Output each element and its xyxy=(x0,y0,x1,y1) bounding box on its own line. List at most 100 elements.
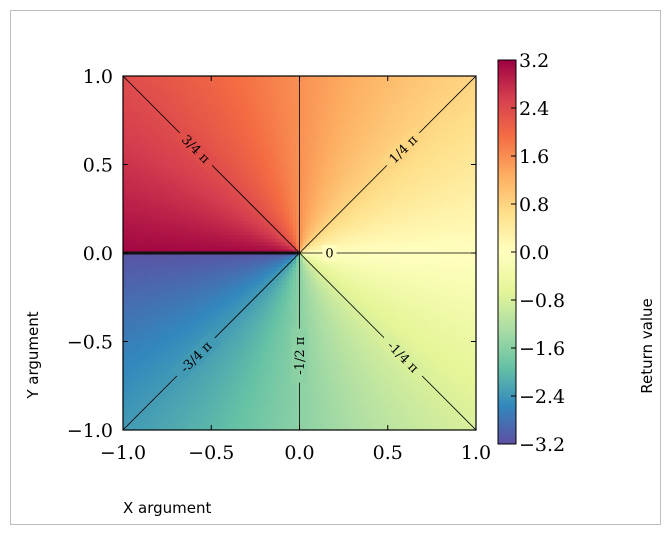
heatmap-cell xyxy=(359,122,364,127)
heatmap-cell xyxy=(274,160,279,166)
heatmap-cell xyxy=(225,185,230,190)
heatmap-cell xyxy=(341,83,346,88)
heatmap-cell xyxy=(391,76,396,81)
heatmap-cell xyxy=(253,231,258,236)
heatmap-cell xyxy=(274,90,279,95)
heatmap-cell xyxy=(172,114,177,120)
heatmap-cell xyxy=(306,157,311,162)
heatmap-cell xyxy=(271,93,276,98)
heatmap-cell xyxy=(306,221,311,226)
heatmap-cell xyxy=(267,146,272,151)
heatmap-cell xyxy=(292,221,297,226)
heatmap-cell xyxy=(239,107,244,112)
heatmap-cell xyxy=(211,178,216,183)
heatmap-cell xyxy=(295,76,301,81)
heatmap-cell xyxy=(355,132,361,137)
heatmap-cell xyxy=(306,164,311,169)
heatmap-cell xyxy=(461,93,467,98)
heatmap-cell xyxy=(359,189,364,194)
heatmap-cell xyxy=(391,122,396,127)
heatmap-cell xyxy=(465,132,470,137)
heatmap-cell xyxy=(341,97,346,102)
heatmap-cell xyxy=(324,153,329,159)
heatmap-cell xyxy=(126,192,131,197)
heatmap-cell xyxy=(370,210,375,215)
heatmap-cell xyxy=(292,111,297,116)
heatmap-cell xyxy=(331,136,336,141)
heatmap-cell xyxy=(444,175,449,180)
heatmap-cell xyxy=(154,160,159,166)
heatmap-cell xyxy=(458,238,463,243)
heatmap-cell xyxy=(324,192,329,197)
heatmap-cell xyxy=(214,221,219,226)
heatmap-cell xyxy=(320,175,325,180)
heatmap-cell xyxy=(320,129,325,134)
heatmap-cell xyxy=(137,132,142,137)
heatmap-cell xyxy=(239,125,244,130)
heatmap-cell xyxy=(334,97,339,102)
heatmap-cell xyxy=(264,224,269,229)
heatmap-cell xyxy=(373,206,378,212)
heatmap-cell xyxy=(140,90,145,95)
heatmap-cell xyxy=(211,203,216,208)
heatmap-cell xyxy=(214,93,219,98)
heatmap-cell xyxy=(380,111,385,116)
heatmap-cell xyxy=(250,199,255,205)
heatmap-cell xyxy=(398,217,403,222)
heatmap-cell xyxy=(285,168,290,173)
heatmap-cell xyxy=(430,238,435,243)
heatmap-cell xyxy=(225,97,230,102)
heatmap-cell xyxy=(331,122,336,127)
heatmap-cell xyxy=(303,206,308,212)
heatmap-cell xyxy=(207,203,212,208)
heatmap-cell xyxy=(161,203,166,208)
heatmap-cell xyxy=(147,192,152,197)
heatmap-cell xyxy=(151,242,156,247)
heatmap-cell xyxy=(465,129,470,134)
heatmap-cell xyxy=(370,76,375,81)
heatmap-cell xyxy=(144,150,149,155)
heatmap-cell xyxy=(306,90,311,95)
heatmap-cell xyxy=(281,150,286,155)
heatmap-cell xyxy=(186,206,191,212)
heatmap-cell xyxy=(253,189,258,194)
heatmap-cell xyxy=(165,221,170,226)
heatmap-cell xyxy=(405,118,410,123)
heatmap-cell xyxy=(172,199,177,205)
heatmap-cell xyxy=(197,90,202,95)
heatmap-cell xyxy=(278,210,283,215)
heatmap-cell xyxy=(437,97,442,102)
heatmap-cell xyxy=(415,221,421,226)
heatmap-cell xyxy=(264,221,269,226)
heatmap-cell xyxy=(359,199,364,205)
heatmap-cell xyxy=(398,192,403,197)
heatmap-cell xyxy=(324,93,329,98)
heatmap-cell xyxy=(225,129,230,134)
heatmap-cell xyxy=(183,238,188,243)
heatmap-cell xyxy=(154,245,159,251)
heatmap-cell xyxy=(472,185,476,190)
heatmap-cell xyxy=(359,196,364,201)
heatmap-cell xyxy=(218,231,223,236)
heatmap-cell xyxy=(303,100,308,105)
heatmap-cell xyxy=(419,238,424,243)
heatmap-cell xyxy=(430,100,435,105)
heatmap-cell xyxy=(200,203,205,208)
heatmap-cell xyxy=(235,114,241,120)
heatmap-cell xyxy=(154,90,159,95)
heatmap-cell xyxy=(380,107,385,112)
heatmap-cell xyxy=(144,185,149,190)
heatmap-cell xyxy=(359,136,364,141)
heatmap-cell xyxy=(235,143,241,148)
heatmap-cell xyxy=(292,76,297,81)
heatmap-cell xyxy=(144,196,149,201)
heatmap-cell xyxy=(137,185,142,190)
heatmap-cell xyxy=(257,97,262,102)
heatmap-cell xyxy=(447,196,452,201)
heatmap-cell xyxy=(126,97,131,102)
heatmap-cell xyxy=(447,210,452,215)
heatmap-cell xyxy=(295,122,301,127)
heatmap-cell xyxy=(193,210,198,215)
heatmap-cell xyxy=(211,83,216,88)
heatmap-cell xyxy=(461,192,467,197)
